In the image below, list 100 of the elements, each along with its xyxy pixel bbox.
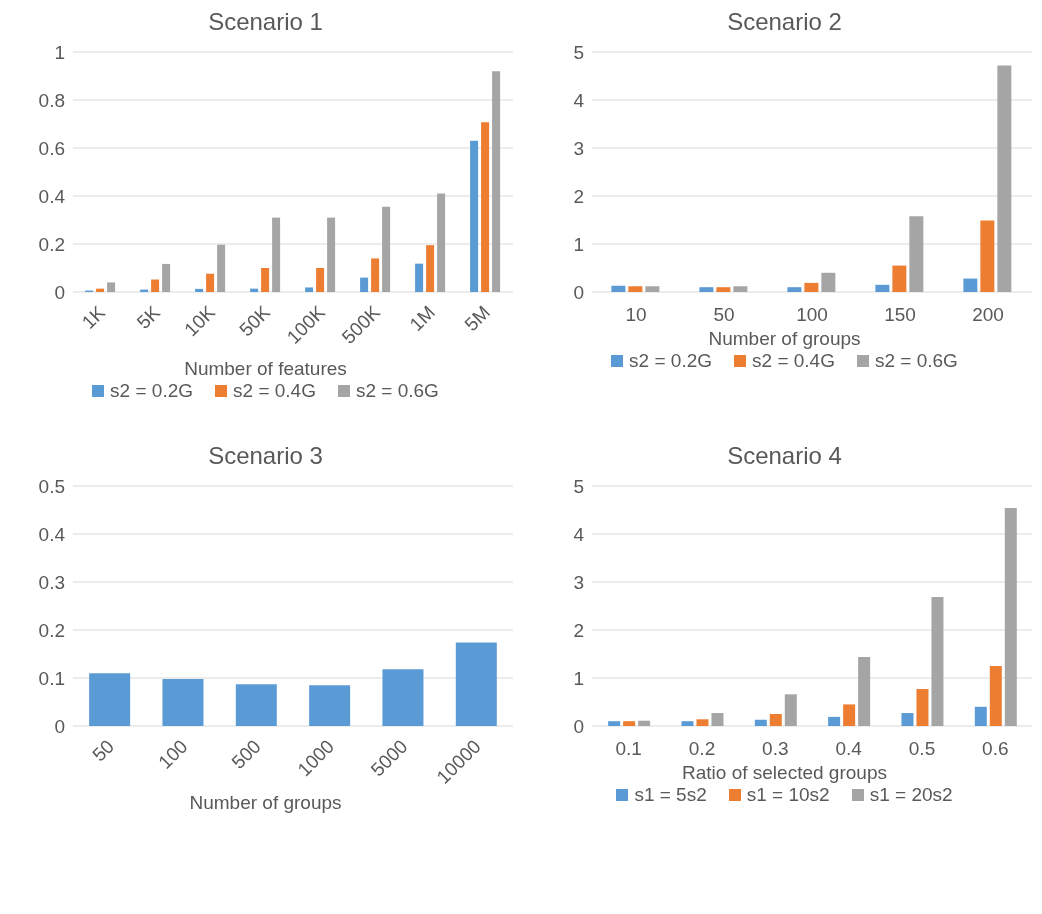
bar [711, 713, 724, 726]
bar [455, 642, 497, 726]
x-tick-label: 500 [227, 735, 265, 773]
bar [733, 286, 748, 292]
bar [426, 245, 435, 292]
bar [608, 721, 621, 726]
x-tick-label: 0.1 [615, 738, 642, 760]
bar [272, 217, 281, 292]
bar [162, 678, 204, 726]
bar [821, 272, 836, 292]
bar [623, 721, 636, 726]
y-tick-label: 2 [573, 185, 584, 207]
bar [305, 287, 314, 292]
bar [699, 287, 714, 292]
bar [769, 714, 782, 726]
y-tick-label: 0.3 [38, 571, 65, 593]
x-tick-label: 0.5 [908, 738, 936, 760]
x-tick-label: 150 [884, 304, 916, 326]
x-tick-label: 0.6 [982, 738, 1009, 760]
bar [909, 216, 924, 292]
y-tick-label: 0.5 [38, 475, 65, 497]
bar [162, 263, 171, 292]
bar [382, 206, 391, 292]
y-tick-label: 1 [54, 41, 65, 63]
legend-label: s2 = 0.4G [752, 350, 835, 372]
x-tick-label: 1K [77, 301, 110, 333]
x-tick-label: 0.3 [762, 738, 789, 760]
x-tick-label: 10 [625, 304, 647, 326]
bar [316, 268, 325, 292]
bar [217, 244, 226, 292]
bar [195, 288, 204, 292]
y-tick-label: 0.8 [38, 89, 65, 111]
bar [989, 666, 1002, 726]
bar [628, 286, 643, 292]
x-tick-label: 50 [713, 304, 735, 326]
y-tick-label: 0.1 [38, 667, 65, 689]
bar [963, 278, 978, 292]
x-tick-label: 200 [972, 304, 1004, 326]
x-tick-label: 5K [132, 301, 165, 333]
x-tick-label: 50 [88, 735, 119, 766]
x-tick-label: 0.2 [688, 738, 716, 760]
bar [492, 71, 501, 292]
bar [309, 685, 351, 726]
legend-label: s1 = 5s2 [634, 784, 707, 806]
bar [858, 656, 871, 726]
y-tick-label: 3 [573, 571, 584, 593]
bar [696, 719, 709, 726]
legend-label: s2 = 0.2G [629, 350, 713, 372]
x-tick-label: 0.4 [835, 738, 863, 760]
bar [437, 193, 446, 292]
bar [892, 265, 907, 292]
x-axis-title: Number of features [183, 358, 348, 380]
chart-title: Scenario 1 [207, 8, 324, 36]
x-tick-label: 50K [235, 301, 275, 341]
x-tick-label: 10K [180, 301, 220, 341]
x-tick-label: 1M [405, 301, 439, 336]
legend-label: s2 = 0.2G [110, 380, 194, 402]
x-tick-label: 100 [796, 304, 828, 326]
bar [916, 689, 929, 726]
legend-label: s2 = 0.4G [233, 380, 316, 402]
legend-label: s2 = 0.6G [874, 350, 958, 372]
chart-title: Scenario 4 [726, 442, 843, 470]
y-tick-label: 0.6 [38, 137, 65, 159]
bar [481, 122, 490, 292]
bar [382, 669, 424, 726]
chart-title: Scenario 2 [726, 8, 843, 36]
y-tick-label: 0 [573, 715, 584, 737]
bar [784, 694, 797, 726]
bar [261, 268, 270, 292]
y-tick-label: 0.4 [38, 523, 66, 545]
bar [787, 287, 802, 292]
y-tick-label: 0.4 [38, 185, 66, 207]
bar [681, 721, 694, 726]
bar [206, 273, 215, 292]
y-tick-label: 0.2 [38, 619, 65, 641]
bar [371, 258, 380, 292]
bar [89, 673, 131, 726]
bar [107, 282, 116, 292]
bar [470, 140, 479, 292]
bar [235, 684, 277, 726]
bar [645, 286, 660, 292]
bar [980, 220, 995, 292]
x-axis-title: Number of groups [707, 328, 862, 350]
y-tick-label: 0.2 [38, 233, 65, 255]
legend-label: s1 = 10s2 [746, 784, 830, 806]
bar [875, 284, 890, 292]
x-tick-label: 100 [154, 735, 192, 773]
bar [974, 706, 987, 726]
y-tick-label: 5 [573, 475, 584, 497]
x-axis-title: Ratio of selected groups [681, 762, 888, 784]
bar [1004, 508, 1017, 726]
bar [415, 263, 424, 292]
bar [997, 65, 1012, 292]
y-tick-label: 0 [573, 281, 584, 303]
y-tick-label: 3 [573, 137, 584, 159]
y-tick-label: 4 [573, 523, 585, 545]
bar [611, 285, 626, 292]
bar [327, 217, 336, 292]
legend-label: s1 = 20s2 [869, 784, 953, 806]
x-tick-label: 5M [460, 301, 494, 336]
